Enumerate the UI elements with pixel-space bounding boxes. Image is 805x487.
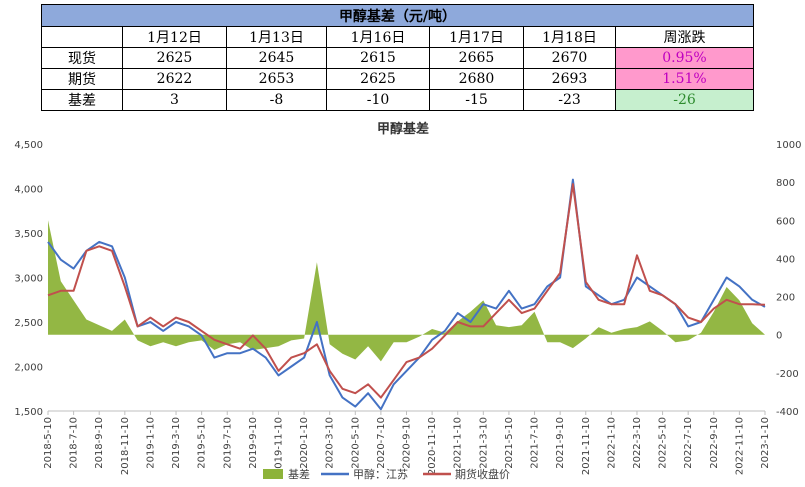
futures-close-line [47, 183, 766, 399]
x-tick-label: 2022-1-10 [606, 417, 617, 469]
table-cell: 2653 [226, 68, 327, 90]
x-tick-label: 2020-7-10 [376, 417, 387, 469]
right-tick-label: 0 [776, 331, 782, 342]
left-tick-label: 4,000 [14, 185, 43, 196]
row-label: 期货 [41, 68, 123, 90]
x-tick-label: 2022-9-10 [709, 417, 720, 469]
right-axis: -400 -200 0 200 400 600 800 1000 [776, 140, 801, 418]
legend-label: 基差 [288, 467, 310, 481]
x-tick-label: 2021-11-10 [581, 417, 592, 475]
table-row-futures: 期货 2622 2653 2625 2680 2693 1.51% [41, 68, 754, 90]
x-tick-label: 2019-11-10 [273, 417, 284, 475]
table-cell: 2693 [523, 68, 616, 90]
left-tick-label: 3,500 [14, 229, 43, 240]
header-cell: 1月13日 [226, 26, 327, 48]
left-tick-label: 2,000 [14, 363, 43, 374]
legend-swatch [263, 469, 283, 479]
table-cell: 2680 [429, 68, 524, 90]
x-tick-label: 2023-1-10 [760, 417, 771, 469]
table-cell: -23 [523, 89, 616, 111]
table-cell: 2665 [429, 47, 524, 69]
left-tick-label: 2,500 [14, 318, 43, 329]
weekly-change-cell: -26 [615, 89, 754, 111]
weekly-change-cell: 1.51% [615, 68, 754, 90]
chart-title: 甲醇基差 [377, 121, 429, 137]
jiangsu-price-line [47, 178, 766, 411]
table-cell: 2645 [226, 47, 327, 69]
table-cell: -8 [226, 89, 327, 111]
left-tick-label: 4,500 [14, 140, 43, 151]
header-cell: 周涨跌 [615, 26, 754, 48]
row-label: 基差 [41, 89, 123, 111]
table-cell: 2622 [122, 68, 227, 90]
weekly-change-cell: 0.95% [615, 47, 754, 69]
x-tick-label: 2018-11-10 [120, 417, 131, 475]
x-tick-label: 2020-11-10 [427, 417, 438, 475]
right-tick-label: -400 [776, 407, 799, 418]
x-tick-label: 2020-3-10 [325, 417, 336, 469]
left-axis: 1,500 2,000 2,500 3,000 3,500 4,000 4,500 [14, 140, 43, 418]
basis-chart: 甲醇基差 1,500 2,000 2,500 3,000 3,500 4,000 4,500… [14, 121, 801, 481]
x-tick-label: 2022-5-10 [658, 417, 669, 469]
x-tick-label: 2018-7-10 [69, 417, 80, 469]
table-cell: -15 [429, 89, 524, 111]
left-tick-label: 3,000 [14, 274, 43, 285]
table-cell: 3 [122, 89, 227, 111]
table-cell: 2670 [523, 47, 616, 69]
left-tick-label: 1,500 [14, 407, 43, 418]
header-cell [41, 26, 123, 48]
table-row-spot: 现货 2625 2645 2615 2665 2670 0.95% [41, 47, 754, 69]
right-tick-label: -200 [776, 369, 799, 380]
x-tick-label: 2022-11-10 [734, 417, 745, 475]
chart-legend: 基差 甲醇：江苏 期货收盘价 [263, 467, 510, 481]
right-tick-label: 600 [776, 216, 795, 227]
table-cell: -10 [326, 89, 430, 111]
table-cell: 2615 [326, 47, 430, 69]
table-cell: 2625 [326, 68, 430, 90]
legend-label: 期货收盘价 [455, 467, 510, 481]
x-tick-label: 2021-5-10 [504, 417, 515, 469]
right-tick-label: 800 [776, 178, 795, 189]
x-tick-label: 2018-9-10 [94, 417, 105, 469]
x-tick-label: 2019-3-10 [171, 417, 182, 469]
x-tick-label: 2022-3-10 [632, 417, 643, 469]
header-cell: 1月18日 [523, 26, 616, 48]
table-cell: 2625 [122, 47, 227, 69]
x-tick-label: 2018-5-10 [43, 417, 54, 469]
x-axis: 2018-5-10 2018-7-10 2018-9-10 2018-11-10 201… [43, 410, 771, 475]
x-tick-label: 2021-9-10 [555, 417, 566, 469]
x-tick-label: 2019-1-10 [145, 417, 156, 469]
header-cell: 1月16日 [326, 26, 430, 48]
right-tick-label: 400 [776, 254, 795, 265]
row-label: 现货 [41, 47, 123, 69]
legend-label: 甲醇：江苏 [353, 467, 408, 481]
x-tick-label: 2022-7-10 [683, 417, 694, 469]
x-tick-label: 2019-7-10 [222, 417, 233, 469]
right-tick-label: 200 [776, 293, 795, 304]
x-tick-label: 2021-7-10 [530, 417, 541, 469]
table-title: 甲醇基差（元/吨） [41, 4, 754, 27]
price-line-layer [47, 178, 766, 411]
right-tick-label: 1000 [776, 140, 801, 151]
x-tick-label: 2020-9-10 [402, 417, 413, 469]
x-tick-label: 2021-3-10 [478, 417, 489, 469]
header-cell: 1月12日 [122, 26, 227, 48]
basis-table: 甲醇基差（元/吨） 1月12日 1月13日 1月16日 1月17日 1月18日 … [41, 4, 754, 111]
x-tick-label: 2019-9-10 [248, 417, 259, 469]
table-row-basis: 基差 3 -8 -10 -15 -23 -26 [41, 89, 754, 111]
table-title-row: 甲醇基差（元/吨） [41, 4, 754, 27]
table-header-row: 1月12日 1月13日 1月16日 1月17日 1月18日 周涨跌 [41, 26, 754, 48]
x-tick-label: 2021-1-10 [453, 417, 464, 469]
x-tick-label: 2019-5-10 [197, 417, 208, 469]
header-cell: 1月17日 [429, 26, 524, 48]
x-tick-label: 2020-5-10 [350, 417, 361, 469]
x-tick-label: 2020-1-10 [299, 417, 310, 469]
